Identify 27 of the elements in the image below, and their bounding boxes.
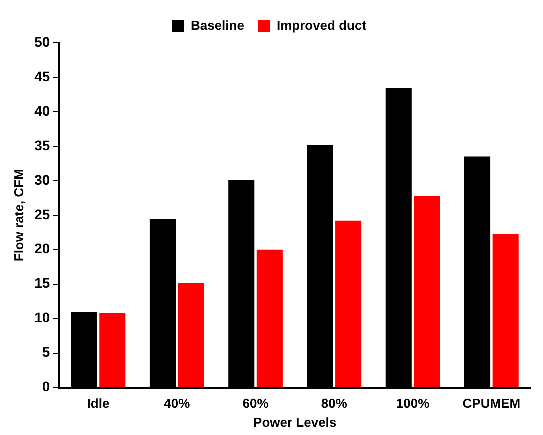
y-tick-label: 30 bbox=[34, 172, 50, 188]
x-tick-label: 40% bbox=[164, 396, 191, 412]
bar bbox=[336, 220, 362, 388]
x-tick-label: 100% bbox=[396, 396, 430, 412]
y-tick-label: 25 bbox=[34, 206, 50, 222]
y-tick-label: 0 bbox=[42, 378, 50, 395]
x-tick-label: Idle bbox=[87, 396, 110, 412]
bar bbox=[178, 282, 204, 388]
y-tick-label: 5 bbox=[42, 344, 50, 360]
y-tick-label: 40 bbox=[34, 102, 50, 119]
y-tick-label: 20 bbox=[34, 240, 50, 257]
legend-label: Improved duct bbox=[276, 18, 368, 34]
x-axis-title: Power Levels bbox=[254, 414, 337, 430]
y-tick-label: 35 bbox=[34, 137, 50, 154]
bar bbox=[256, 250, 283, 388]
x-tick-label: CPUMEM bbox=[462, 396, 521, 412]
bar bbox=[492, 234, 519, 388]
y-tick-label: 10 bbox=[34, 310, 50, 326]
legend-label: Baseline bbox=[190, 18, 244, 34]
x-tick-label: 60% bbox=[242, 396, 270, 412]
bar bbox=[414, 196, 440, 388]
y-tick-label: 50 bbox=[34, 34, 50, 50]
y-tick-label: 45 bbox=[34, 68, 50, 84]
x-tick-label: 80% bbox=[321, 396, 348, 412]
bar bbox=[100, 313, 126, 388]
y-axis-title: Flow rate, CFM bbox=[11, 169, 26, 262]
y-tick-label: 15 bbox=[34, 275, 50, 292]
